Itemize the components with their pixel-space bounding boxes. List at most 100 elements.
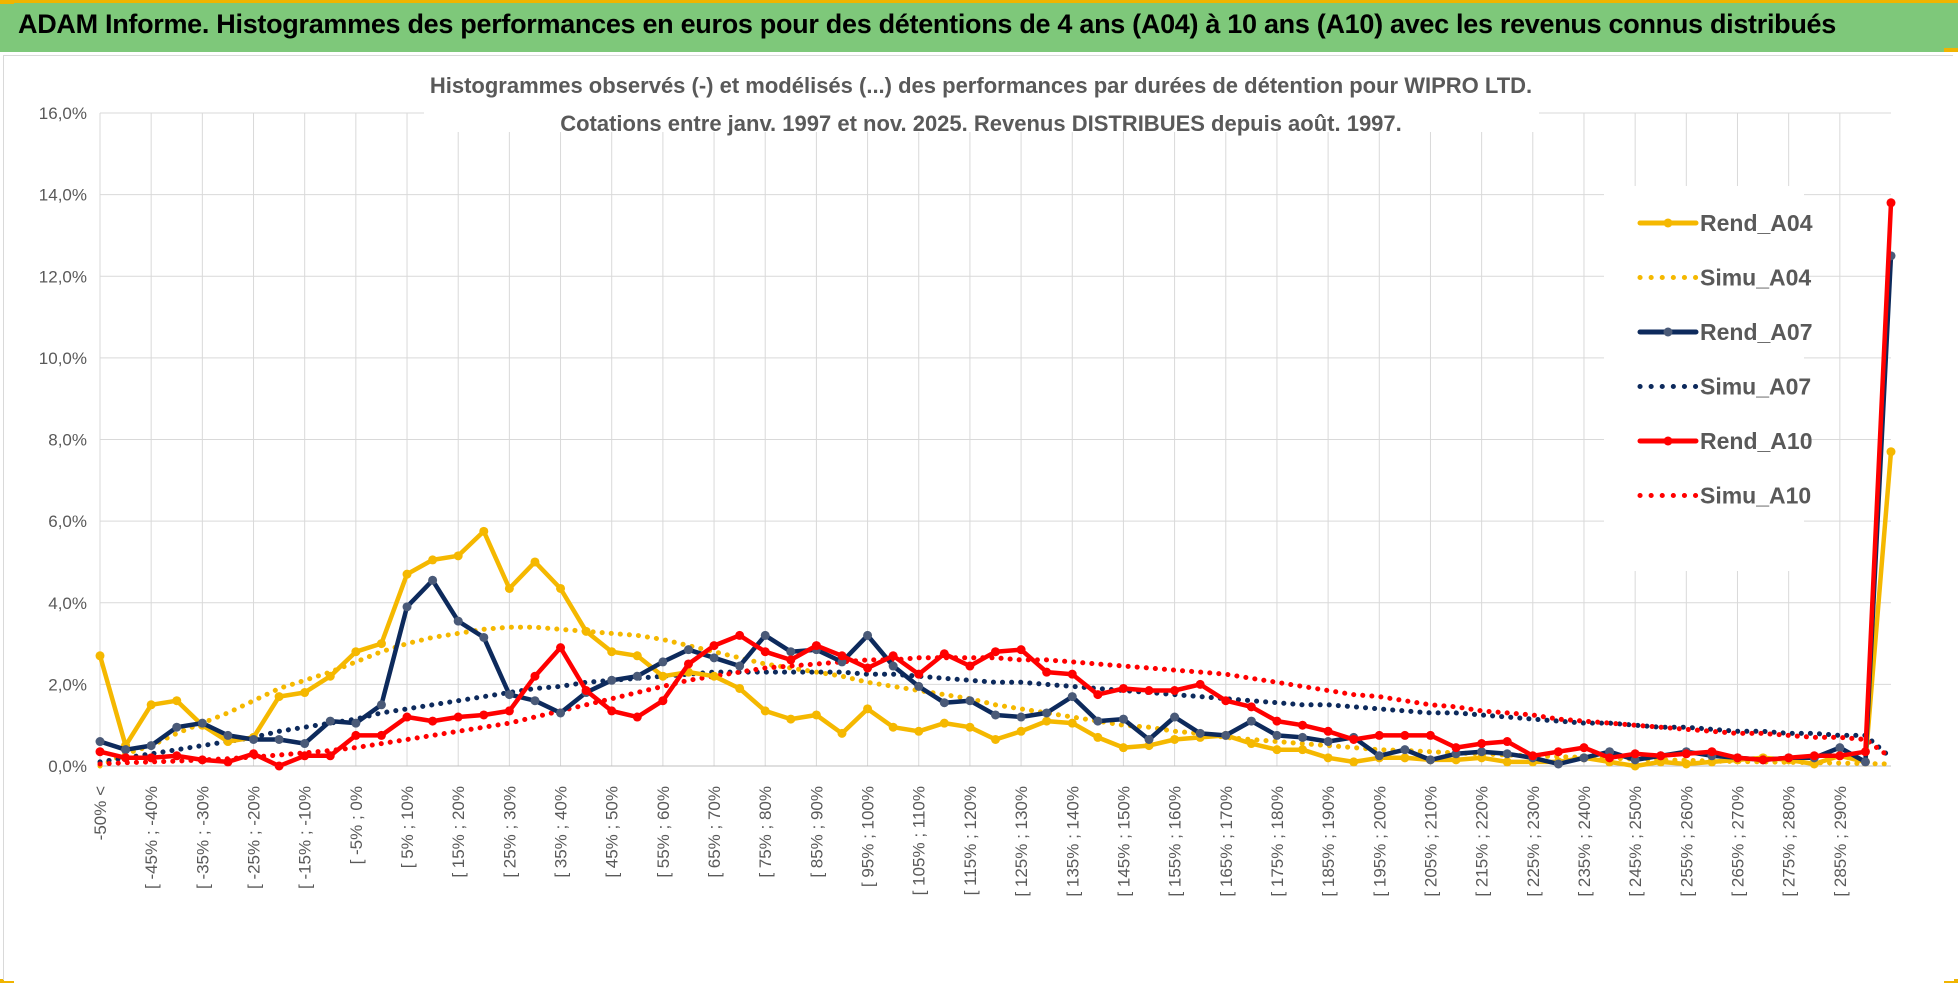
data-point [249, 734, 259, 744]
data-point [1118, 714, 1128, 724]
x-tick-label: [ 155% ; 160% [1166, 786, 1185, 897]
data-point [991, 710, 1000, 720]
data-point [888, 661, 898, 671]
data-point [1118, 683, 1128, 693]
data-point [1502, 757, 1512, 767]
data-point [1477, 747, 1487, 757]
x-tick-label: [ 185% ; 190% [1319, 786, 1338, 897]
x-tick-label: [ -25% ; -20% [245, 786, 264, 889]
data-point [658, 671, 668, 681]
data-point [760, 706, 770, 716]
data-point [556, 643, 566, 653]
data-point [760, 647, 770, 657]
data-point [1656, 751, 1666, 761]
data-point [479, 526, 489, 536]
data-point [1886, 447, 1896, 457]
x-tick-label: [ 245% ; 250% [1626, 786, 1645, 897]
data-point [504, 706, 514, 716]
corner-accent [1944, 48, 1958, 52]
data-point [121, 745, 131, 755]
x-tick-label: [ 165% ; 170% [1217, 786, 1236, 897]
x-tick-label: [ 275% ; 280% [1780, 786, 1799, 897]
data-point [965, 722, 975, 732]
data-point [1425, 755, 1435, 765]
data-point [1170, 734, 1180, 744]
data-point [1144, 734, 1154, 744]
data-point [914, 681, 924, 691]
x-tick-label: [ 225% ; 230% [1524, 786, 1543, 897]
data-point [1835, 751, 1845, 761]
data-point [1298, 720, 1308, 730]
data-point [658, 696, 668, 706]
data-point [453, 712, 463, 722]
data-point [530, 696, 540, 706]
data-point [658, 657, 668, 667]
data-point [274, 692, 284, 702]
data-point [556, 708, 566, 718]
data-point [939, 698, 949, 708]
data-point [1425, 730, 1435, 740]
legend-label: Rend_A07 [1700, 319, 1812, 345]
y-tick-label: 10,0% [39, 349, 87, 368]
chart-titles: Histogrammes observés (-) et modélisés (… [424, 62, 1539, 136]
data-point [888, 722, 898, 732]
data-point [1681, 759, 1691, 769]
x-tick-label: [ 55% ; 60% [654, 786, 673, 878]
data-point [1400, 730, 1410, 740]
y-tick-label: 16,0% [39, 104, 87, 123]
x-tick-label: [ 95% ; 100% [859, 786, 878, 887]
x-tick-label: [ 145% ; 150% [1114, 786, 1133, 897]
data-point [1118, 743, 1128, 753]
data-point [146, 753, 156, 763]
data-point [351, 718, 361, 728]
series-layer [95, 198, 1896, 771]
data-point [1170, 685, 1180, 695]
x-tick-label: [ 195% ; 200% [1370, 786, 1389, 897]
data-point [863, 630, 873, 640]
data-point [1809, 751, 1819, 761]
data-point [428, 716, 438, 726]
x-tick-label: [ 115% ; 120% [961, 786, 980, 895]
data-point [1758, 755, 1768, 765]
x-tick-label: [ 135% ; 140% [1063, 786, 1082, 897]
data-point [1860, 757, 1870, 767]
data-point [760, 630, 770, 640]
data-point [300, 688, 310, 698]
data-point [1016, 712, 1026, 722]
data-point [1886, 198, 1896, 208]
x-tick-label: [ -15% ; -10% [296, 786, 315, 889]
data-point [1451, 743, 1461, 753]
data-point [991, 647, 1000, 657]
data-point [1374, 751, 1384, 761]
data-point [274, 734, 284, 744]
data-point [607, 675, 617, 685]
data-point [249, 749, 259, 759]
data-point [1732, 753, 1742, 763]
data-point [1323, 726, 1333, 736]
data-point [607, 706, 617, 716]
data-point [632, 651, 642, 661]
data-point [1400, 753, 1410, 763]
data-point [300, 739, 310, 749]
data-point [786, 647, 796, 657]
data-point [1093, 716, 1103, 726]
data-point [1528, 751, 1538, 761]
data-point [479, 632, 489, 642]
data-point [1067, 692, 1077, 702]
data-point [939, 649, 949, 659]
chart-frame: 0,0% 2,0% 4,0% 6,0% 8,0% 10,0% 12,0% 14,0% 16,0%… [3, 55, 1954, 981]
data-point [1477, 739, 1487, 749]
x-tick-label: [ 85% ; 90% [807, 786, 826, 878]
data-point [428, 555, 438, 565]
data-point [683, 659, 693, 669]
data-point [965, 661, 975, 671]
data-point [274, 761, 284, 771]
legend-label: Rend_A10 [1700, 428, 1812, 454]
data-point [95, 737, 105, 747]
x-tick-label: [ 5% ; 10% [398, 786, 417, 868]
report-banner: ADAM Informe. Histogrammes des performan… [0, 0, 1958, 52]
data-point [146, 741, 156, 751]
data-point [1221, 730, 1231, 740]
gridlines [99, 112, 1891, 767]
data-point [632, 671, 642, 681]
